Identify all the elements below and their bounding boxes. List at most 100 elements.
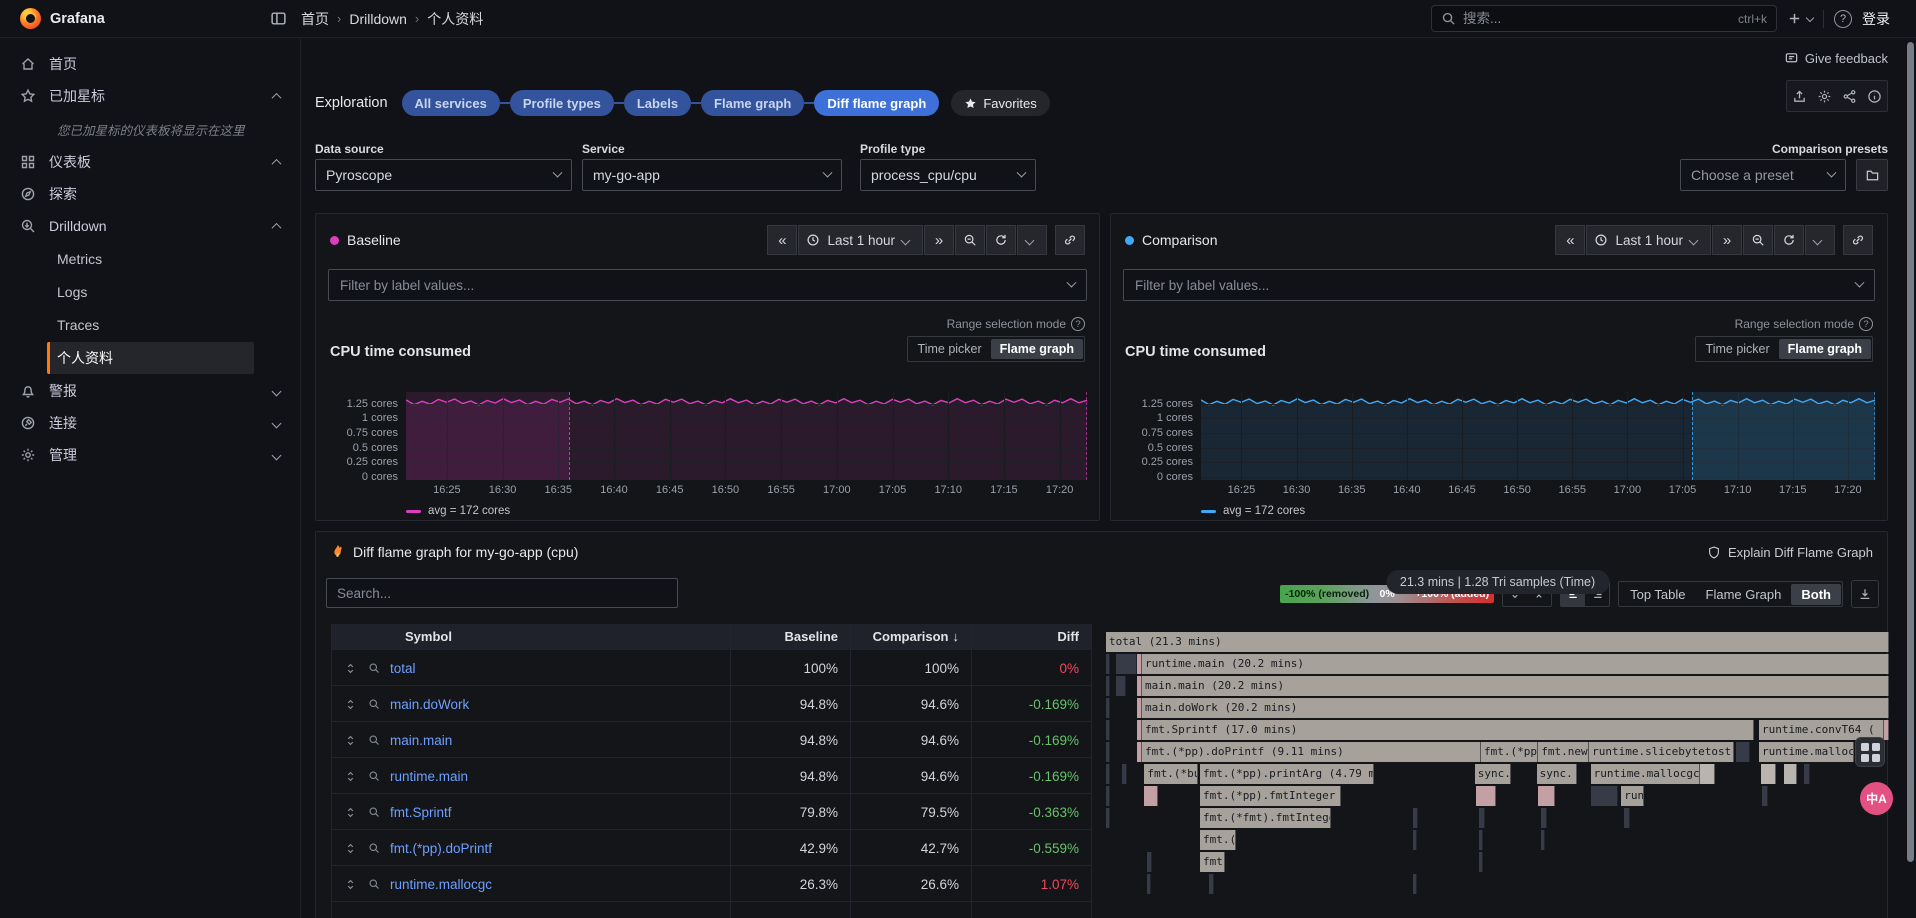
save-preset-button[interactable] bbox=[1856, 159, 1888, 191]
inspect-row-button[interactable] bbox=[362, 758, 386, 794]
zoom-out-button[interactable] bbox=[1743, 225, 1773, 255]
sidebar-item-Drilldown[interactable]: Drilldown bbox=[0, 210, 300, 242]
flame-node[interactable] bbox=[1106, 698, 1110, 718]
sync-link-button[interactable] bbox=[1055, 225, 1085, 255]
refresh-interval-button[interactable] bbox=[1017, 225, 1047, 255]
sidebar-item-连接[interactable]: 连接 bbox=[0, 407, 300, 439]
flame-node[interactable]: runtime.mallocg bbox=[1759, 742, 1854, 762]
unfold-row-button[interactable] bbox=[338, 650, 362, 686]
sidebar-item-已加星标[interactable]: 已加星标 bbox=[0, 80, 300, 112]
mode-option-time-picker[interactable]: Time picker bbox=[1697, 339, 1779, 359]
flame-node[interactable]: fmt.(*pp).doPrintf (9.11 mins) bbox=[1142, 742, 1481, 762]
flame-node[interactable] bbox=[1538, 786, 1555, 806]
symbol-link[interactable]: main.doWork bbox=[390, 697, 469, 712]
grafana-logo-icon[interactable] bbox=[20, 8, 41, 29]
flame-node[interactable] bbox=[1106, 676, 1110, 696]
unfold-row-button[interactable] bbox=[338, 722, 362, 758]
view-option-both[interactable]: Both bbox=[1791, 584, 1841, 605]
flame-node[interactable] bbox=[1736, 742, 1750, 762]
flame-node[interactable] bbox=[1413, 830, 1417, 850]
time-range-picker[interactable]: Last 1 hour bbox=[1586, 225, 1711, 255]
tab-diff-flame-graph[interactable]: Diff flame graph bbox=[814, 90, 939, 116]
mode-option-time-picker[interactable]: Time picker bbox=[909, 339, 991, 359]
inspect-row-button[interactable] bbox=[362, 722, 386, 758]
flame-node[interactable]: fmt.(*pp). bbox=[1481, 742, 1538, 762]
flame-node[interactable] bbox=[1106, 742, 1110, 762]
breadcrumb-item-1[interactable]: Drilldown bbox=[349, 11, 407, 27]
unfold-row-button[interactable] bbox=[338, 794, 362, 830]
inspect-row-button[interactable] bbox=[362, 830, 386, 866]
flame-node[interactable] bbox=[1591, 786, 1618, 806]
inspect-row-button[interactable] bbox=[362, 686, 386, 722]
flame-node[interactable] bbox=[1762, 786, 1767, 806]
flame-node[interactable]: fmt.Sprintf (17.0 mins) bbox=[1142, 720, 1754, 740]
flame-node[interactable] bbox=[1479, 852, 1483, 872]
global-search[interactable]: ctrl+k bbox=[1431, 5, 1777, 32]
zoom-out-button[interactable] bbox=[955, 225, 985, 255]
flame-node[interactable] bbox=[1884, 720, 1889, 740]
symbol-link[interactable]: total bbox=[390, 661, 416, 676]
sidebar-item-logs[interactable]: Logs bbox=[47, 276, 254, 308]
range-selection-band[interactable] bbox=[406, 392, 569, 480]
unfold-row-button[interactable] bbox=[338, 830, 362, 866]
flame-node[interactable]: fmt.newP bbox=[1538, 742, 1589, 762]
flame-node[interactable]: fmt.(*pp).fmtInteger ( bbox=[1200, 786, 1341, 806]
inspect-row-button[interactable] bbox=[362, 866, 386, 902]
flame-node[interactable]: fmt.(*pp).printArg (4.79 mi bbox=[1200, 764, 1374, 784]
flame-node[interactable]: fmt.(*buf bbox=[1144, 764, 1198, 784]
symbol-link[interactable]: runtime.main bbox=[390, 769, 468, 784]
flame-node[interactable]: runtime.main (20.2 mins) bbox=[1142, 654, 1889, 674]
flame-node[interactable]: fmt. bbox=[1200, 852, 1225, 872]
flame-node[interactable] bbox=[1147, 852, 1152, 872]
flame-node[interactable] bbox=[1761, 764, 1777, 784]
info-button[interactable] bbox=[1862, 81, 1887, 111]
flame-node[interactable] bbox=[1479, 830, 1484, 850]
comparison-chart-plot[interactable] bbox=[1201, 392, 1875, 480]
flame-node[interactable] bbox=[1541, 808, 1547, 828]
flame-node[interactable]: run bbox=[1621, 786, 1644, 806]
flame-node[interactable] bbox=[1106, 786, 1110, 806]
settings-button[interactable] bbox=[1812, 81, 1837, 111]
sidebar-toggle-button[interactable] bbox=[270, 10, 287, 27]
mode-option-flame-graph[interactable]: Flame graph bbox=[991, 339, 1083, 359]
export-button[interactable] bbox=[1787, 81, 1812, 111]
refresh-button[interactable] bbox=[986, 225, 1016, 255]
time-shift-back-button[interactable]: « bbox=[767, 225, 797, 255]
time-range-picker[interactable]: Last 1 hour bbox=[798, 225, 923, 255]
flame-node[interactable] bbox=[1804, 764, 1809, 784]
flame-node[interactable] bbox=[1413, 808, 1418, 828]
flame-node[interactable] bbox=[1700, 764, 1715, 784]
flame-node[interactable] bbox=[1209, 874, 1214, 894]
mode-option-flame-graph[interactable]: Flame graph bbox=[1779, 339, 1871, 359]
time-shift-back-button[interactable]: « bbox=[1555, 225, 1585, 255]
refresh-interval-button[interactable] bbox=[1805, 225, 1835, 255]
baseline-filter-input[interactable] bbox=[340, 278, 1068, 293]
inspect-row-button[interactable] bbox=[362, 794, 386, 830]
flame-node[interactable] bbox=[1784, 764, 1797, 784]
baseline-legend[interactable]: avg = 172 cores bbox=[406, 505, 510, 517]
flame-node[interactable] bbox=[1541, 830, 1546, 850]
translate-button[interactable]: 中A bbox=[1860, 782, 1893, 815]
breadcrumb-item-0[interactable]: 首页 bbox=[301, 9, 329, 29]
flame-node[interactable] bbox=[1106, 654, 1110, 674]
help-button[interactable]: ? bbox=[1834, 10, 1852, 28]
presets-select[interactable]: Choose a preset bbox=[1680, 159, 1846, 191]
flame-node[interactable] bbox=[1479, 808, 1485, 828]
new-button[interactable] bbox=[1787, 11, 1813, 26]
datasource-select[interactable]: Pyroscope bbox=[315, 159, 572, 191]
search-input[interactable] bbox=[1463, 11, 1731, 26]
give-feedback-button[interactable]: Give feedback bbox=[1784, 51, 1888, 66]
symbol-link[interactable]: main.main bbox=[390, 733, 452, 748]
flame-search-input[interactable] bbox=[337, 586, 667, 601]
sidebar-item-仪表板[interactable]: 仪表板 bbox=[0, 146, 300, 178]
flame-node[interactable] bbox=[1147, 874, 1151, 894]
comparison-label-filter[interactable] bbox=[1123, 269, 1875, 301]
extension-panel-button[interactable] bbox=[1855, 737, 1885, 767]
flame-node[interactable] bbox=[1106, 720, 1110, 740]
flame-node[interactable] bbox=[1624, 808, 1629, 828]
flame-node[interactable] bbox=[1106, 764, 1110, 784]
sidebar-item-metrics[interactable]: Metrics bbox=[47, 243, 254, 275]
refresh-button[interactable] bbox=[1774, 225, 1804, 255]
profile-type-select[interactable]: process_cpu/cpu bbox=[860, 159, 1036, 191]
flame-node[interactable]: main.doWork (20.2 mins) bbox=[1142, 698, 1889, 718]
